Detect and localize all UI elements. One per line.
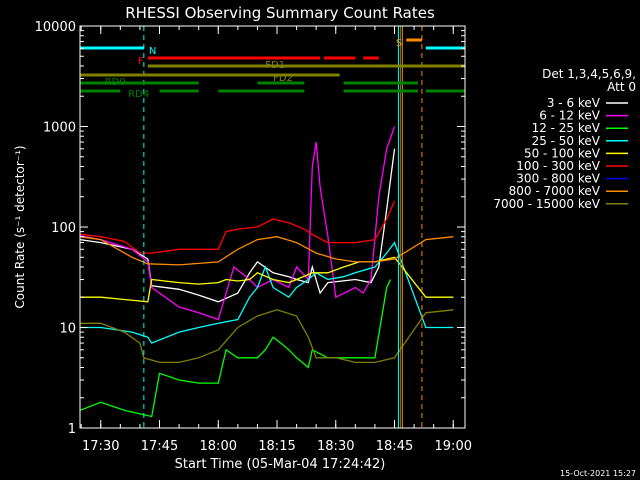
flag-label-fd1: FD1: [265, 60, 285, 71]
series-line-8: [80, 309, 454, 364]
chart-title: RHESSI Observing Summary Count Rates: [125, 4, 435, 22]
flag-label-fd2: FD2: [273, 73, 293, 84]
x-tick-label: 17:45: [141, 439, 178, 454]
x-tick-label: 18:15: [258, 439, 295, 454]
flag-label-n: N: [149, 46, 156, 57]
legend-header-line-2: Att 0: [607, 80, 636, 94]
y-tick-label: 100: [51, 221, 76, 236]
legend-label-4: 50 - 100 keV: [524, 146, 601, 160]
x-tick-label: 18:30: [317, 439, 354, 454]
y-tick-label: 1000: [43, 121, 76, 136]
flag-label-f: F: [138, 56, 144, 67]
legend-header-line-1: Det 1,3,4,5,6,9,: [542, 67, 636, 81]
legend-label-6: 300 - 800 keV: [516, 172, 600, 186]
x-tick-label: 17:30: [82, 439, 119, 454]
series-line-7: [79, 236, 454, 266]
series-line-3: [80, 241, 454, 344]
footer-date: 15-Oct-2021 15:27: [560, 469, 636, 478]
flag-label-s: S: [396, 38, 402, 49]
flag-label-rd0: RD0: [105, 77, 126, 88]
legend-label-0: 3 - 6 keV: [547, 96, 601, 110]
y-tick-label: 10: [59, 322, 76, 337]
series-line-1: [79, 126, 396, 321]
y-tick-label: 1: [68, 422, 76, 437]
legend-label-2: 12 - 25 keV: [532, 121, 601, 135]
legend-label-3: 25 - 50 keV: [532, 134, 601, 148]
legend-label-5: 100 - 300 keV: [516, 159, 600, 173]
flag-label-rd4: RD4: [128, 89, 149, 100]
legend-label-8: 7000 - 15000 keV: [493, 197, 600, 211]
y-tick-label: 10000: [35, 20, 76, 35]
y-axis-label: Count Rate (s⁻¹ detector⁻¹): [13, 145, 27, 308]
legend-label-1: 6 - 12 keV: [539, 109, 601, 123]
series-line-5: [79, 201, 396, 254]
x-axis-label: Start Time (05-Mar-04 17:24:42): [175, 457, 386, 472]
legend-label-7: 800 - 7000 keV: [509, 184, 601, 198]
x-tick-label: 18:45: [376, 439, 413, 454]
x-tick-label: 19:00: [435, 439, 472, 454]
x-tick-label: 18:00: [200, 439, 237, 454]
